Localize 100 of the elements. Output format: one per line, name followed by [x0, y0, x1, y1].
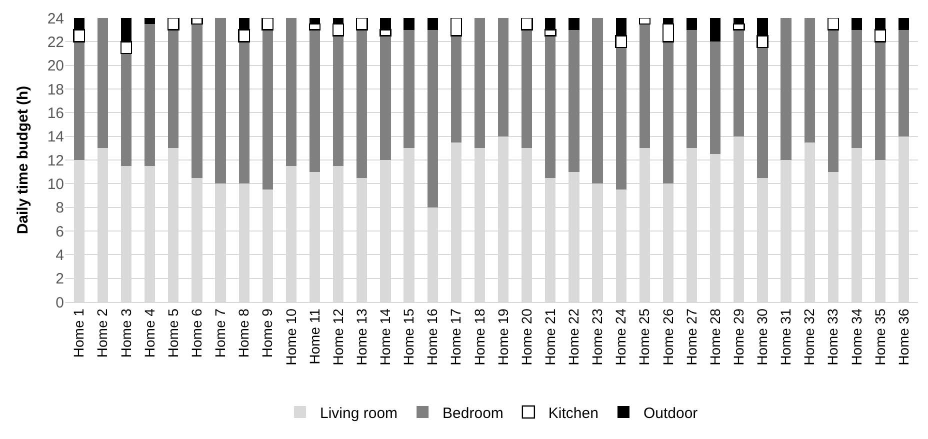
- x-tick-label: Home 31: [778, 308, 794, 366]
- bar: [120, 54, 132, 166]
- y-tick-label: 2: [56, 270, 64, 288]
- bar: [804, 18, 815, 142]
- x-tick-label: Home 2: [94, 308, 110, 358]
- bar: [686, 30, 698, 148]
- x-tick-label: Home 5: [164, 308, 181, 358]
- bar: [309, 30, 320, 172]
- x-tick-label: Home 1: [70, 308, 87, 358]
- bar: [191, 18, 203, 25]
- y-tick-label: 10: [47, 176, 64, 193]
- x-tick-label: Home 32: [801, 308, 818, 366]
- legend-label: Living room: [320, 404, 398, 422]
- bar: [427, 18, 438, 30]
- legend-label: Kitchen: [548, 404, 598, 422]
- x-tick-label: Home 19: [494, 308, 511, 366]
- bar: [898, 30, 910, 136]
- bar: [215, 18, 226, 184]
- bar: [97, 18, 108, 148]
- y-tick-label: 12: [47, 152, 64, 170]
- bar: [262, 30, 273, 190]
- legend-label: Outdoor: [643, 404, 698, 422]
- x-tick-label: Home 13: [353, 308, 370, 366]
- bar: [851, 18, 862, 30]
- bar: [380, 36, 391, 160]
- bar: [639, 24, 650, 148]
- bar: [662, 42, 674, 184]
- bar: [638, 18, 651, 25]
- y-tick-label: 16: [47, 104, 64, 122]
- bar: [828, 30, 838, 172]
- bar: [616, 48, 626, 190]
- x-tick-label: Home 14: [377, 308, 394, 366]
- x-tick-label: Home 22: [566, 308, 582, 366]
- x-tick-label: Home 8: [236, 308, 252, 358]
- y-tick-label: 20: [47, 58, 64, 75]
- y-axis-title: Daily time budget (h): [14, 86, 32, 234]
- bar: [404, 18, 414, 30]
- y-tick-label: 8: [56, 200, 64, 217]
- x-tick-label: Home 24: [612, 308, 629, 366]
- bar: [356, 30, 368, 178]
- bar: [710, 42, 721, 154]
- y-tick-label: 0: [56, 294, 64, 312]
- bar: [875, 42, 886, 160]
- bar: [333, 36, 344, 166]
- bar: [498, 18, 509, 136]
- x-tick-label: Home 25: [636, 308, 652, 366]
- y-tick-label: 14: [47, 128, 64, 146]
- x-tick-label: Home 33: [824, 308, 841, 366]
- bar: [144, 18, 156, 24]
- y-tick-label: 18: [47, 81, 64, 98]
- bar: [520, 18, 533, 30]
- x-tick-label: Home 26: [660, 308, 676, 366]
- x-tick-label: Home 18: [471, 308, 488, 366]
- x-tick-label: Home 28: [706, 308, 723, 366]
- bar: [780, 18, 792, 160]
- x-tick-label: Home 35: [872, 308, 888, 366]
- x-tick-label: Home 23: [589, 308, 606, 366]
- legend-label: Bedroom: [442, 404, 504, 422]
- bar: [356, 18, 368, 30]
- bar: [734, 30, 744, 136]
- bar: [167, 18, 180, 30]
- bar: [262, 18, 274, 30]
- bar: [851, 30, 862, 148]
- bar: [192, 24, 202, 178]
- bar: [522, 30, 532, 148]
- x-tick-label: Home 10: [282, 308, 299, 366]
- bar: [710, 18, 721, 42]
- x-tick-label: Home 6: [188, 308, 205, 358]
- x-tick-label: Home 3: [118, 308, 134, 358]
- bar: [238, 42, 250, 184]
- bar: [592, 18, 603, 184]
- bar: [286, 18, 297, 166]
- bar: [74, 42, 84, 160]
- y-tick-label: 4: [56, 246, 64, 264]
- x-tick-label: Home 17: [448, 308, 464, 366]
- bar: [427, 30, 438, 208]
- x-tick-label: Home 21: [542, 308, 558, 366]
- bar: [450, 36, 462, 142]
- x-tick-label: Home 11: [306, 308, 322, 364]
- bar: [168, 30, 179, 148]
- bar: [568, 30, 580, 172]
- bar: [898, 18, 910, 30]
- bar: [144, 24, 156, 166]
- bar: [568, 18, 580, 30]
- x-tick-label: Home 4: [141, 308, 158, 358]
- x-tick-label: Home 29: [730, 308, 746, 366]
- x-tick-label: Home 27: [683, 308, 700, 366]
- x-tick-label: Home 30: [754, 308, 770, 366]
- x-tick-label: Home 20: [518, 308, 534, 366]
- bar: [827, 18, 840, 30]
- x-tick-label: Home 16: [424, 308, 440, 366]
- bar: [474, 18, 486, 148]
- x-tick-label: Home 36: [895, 308, 912, 366]
- bar: [404, 30, 414, 148]
- x-tick-label: Home 12: [330, 308, 346, 366]
- x-tick-label: Home 9: [259, 308, 276, 358]
- y-tick-label: 6: [56, 223, 64, 240]
- bar: [686, 18, 698, 30]
- x-tick-label: Home 7: [212, 308, 228, 358]
- x-tick-label: Home 34: [848, 308, 864, 366]
